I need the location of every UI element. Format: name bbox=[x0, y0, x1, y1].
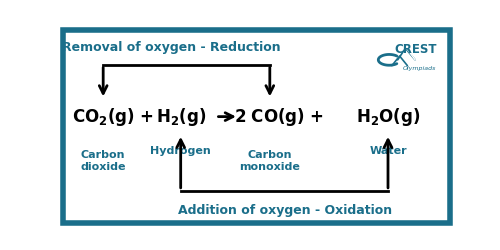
Text: $\mathbf{+}$: $\mathbf{+}$ bbox=[309, 108, 324, 126]
Text: Carbon
monoxide: Carbon monoxide bbox=[240, 150, 300, 172]
Text: $\mathbf{2\ CO(g)}$: $\mathbf{2\ CO(g)}$ bbox=[234, 106, 306, 128]
Text: CREST: CREST bbox=[394, 43, 436, 56]
Text: Removal of oxygen - Reduction: Removal of oxygen - Reduction bbox=[62, 41, 280, 54]
Text: $\mathbf{H_2(g)}$: $\mathbf{H_2(g)}$ bbox=[156, 106, 206, 128]
Text: Addition of oxygen - Oxidation: Addition of oxygen - Oxidation bbox=[178, 204, 392, 218]
Text: Hydrogen: Hydrogen bbox=[150, 146, 211, 156]
Text: $\mathbf{H_2O(g)}$: $\mathbf{H_2O(g)}$ bbox=[356, 106, 420, 128]
Text: $\mathbf{CO_2(g)}$: $\mathbf{CO_2(g)}$ bbox=[72, 106, 134, 128]
Text: Carbon
dioxide: Carbon dioxide bbox=[80, 150, 126, 172]
Text: $\mathbf{+}$: $\mathbf{+}$ bbox=[139, 108, 153, 126]
Text: Water: Water bbox=[369, 146, 407, 156]
Text: Olympiads: Olympiads bbox=[403, 66, 436, 71]
FancyBboxPatch shape bbox=[62, 30, 450, 222]
